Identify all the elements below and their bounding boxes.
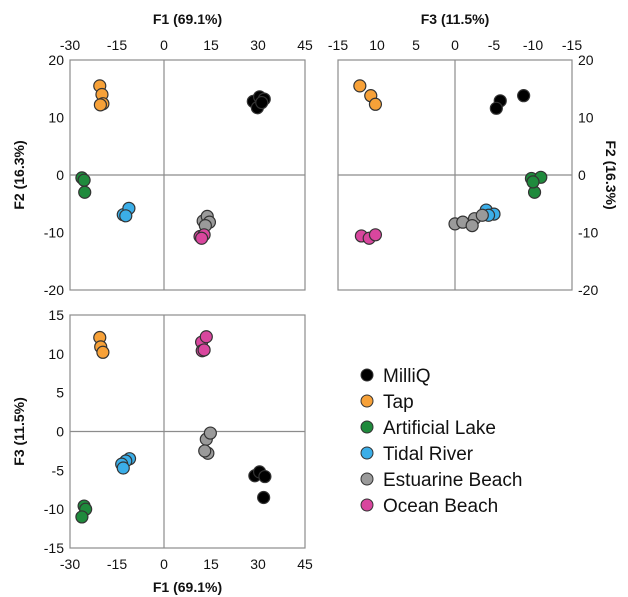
data-point-ocean-beach	[199, 330, 213, 344]
y-tick-label: 20	[578, 52, 594, 68]
legend-label-tidal-river: Tidal River	[383, 444, 474, 465]
x-tick-label: -15	[328, 37, 348, 53]
data-point-artificial-lake	[77, 173, 91, 187]
legend-label-estuarine-beach: Estuarine Beach	[383, 470, 522, 491]
series-artificial-lake	[75, 171, 92, 199]
x-axis-title: F3 (11.5%)	[421, 11, 489, 27]
data-point-tap	[93, 98, 107, 112]
y-tick-label: 0	[56, 424, 64, 440]
y-tick-label: -10	[578, 225, 598, 241]
y-tick-label: -15	[44, 540, 64, 556]
legend-label-milliq: MilliQ	[383, 366, 431, 387]
legend-marker-milliq	[360, 368, 374, 382]
x-tick-label: 10	[369, 37, 385, 53]
data-point-milliq	[257, 490, 271, 505]
legend-label-ocean-beach: Ocean Beach	[383, 496, 498, 517]
series-tap	[93, 330, 110, 359]
data-point-estuarine-beach	[465, 219, 479, 233]
y-tick-label: 15	[48, 307, 64, 323]
y-tick-label: 5	[56, 385, 64, 401]
x-tick-label: 0	[160, 556, 168, 572]
series-artificial-lake	[524, 170, 548, 199]
series-estuarine-beach	[198, 426, 217, 460]
data-point-artificial-lake	[526, 175, 540, 189]
data-point-estuarine-beach	[198, 444, 212, 458]
x-tick-label: 15	[203, 556, 219, 572]
y-tick-label: -20	[578, 282, 598, 298]
legend-marker-estuarine-beach	[360, 472, 374, 486]
x-tick-label: -15	[107, 37, 127, 53]
panel-f1-vs-f2: -30 -15 0 15 30 45 -20 -10 0 10 20 F1 (69.1%) F2 (16…	[11, 11, 313, 298]
legend-label-artificial-lake: Artificial Lake	[383, 418, 496, 439]
x-tick-label: 5	[412, 37, 420, 53]
data-point-artificial-lake	[78, 185, 92, 199]
y-axis-title: F3 (11.5%)	[11, 397, 27, 465]
x-tick-label: -15	[107, 556, 127, 572]
x-tick-label: 15	[203, 37, 219, 53]
data-point-tidal-river	[116, 461, 130, 475]
y-tick-label: 10	[578, 110, 594, 126]
y-tick-label: 10	[48, 110, 64, 126]
y-axis-title: F2 (16.3%)	[603, 140, 619, 209]
series-estuarine-beach	[196, 209, 217, 233]
y-tick-label: 10	[48, 346, 64, 362]
legend: MilliQ Tap Artificial Lake Tidal River Estua…	[360, 366, 522, 517]
data-point-estuarine-beach	[203, 426, 217, 440]
data-point-milliq	[255, 95, 269, 110]
series-tidal-river	[116, 201, 136, 223]
data-point-ocean-beach	[368, 228, 383, 242]
y-tick-label: -10	[44, 225, 64, 241]
x-tick-label: -10	[523, 37, 543, 53]
y-tick-label: 0	[578, 167, 586, 183]
data-point-ocean-beach	[195, 231, 209, 245]
data-point-ocean-beach	[197, 343, 211, 357]
series-ocean-beach	[354, 228, 383, 245]
data-point-tap	[96, 345, 110, 359]
legend-marker-artificial-lake	[360, 420, 374, 434]
y-tick-label: 0	[56, 167, 64, 183]
y-tick-label: -10	[44, 501, 64, 517]
series-estuarine-beach	[448, 208, 489, 233]
series-milliq	[489, 89, 531, 115]
x-tick-label: 45	[297, 556, 313, 572]
x-axis-title: F1 (69.1%)	[153, 579, 222, 595]
legend-marker-tidal-river	[360, 446, 374, 460]
y-axis-title: F2 (16.3%)	[11, 140, 27, 209]
series-milliq	[248, 465, 272, 505]
legend-marker-ocean-beach	[360, 498, 374, 512]
y-tick-label: -5	[52, 462, 65, 478]
legend-label-tap: Tap	[383, 392, 414, 413]
x-axis-title: F1 (69.1%)	[153, 11, 222, 27]
y-tick-label: -20	[44, 282, 64, 298]
x-tick-label: 0	[451, 37, 459, 53]
x-tick-label: 30	[250, 37, 266, 53]
data-point-milliq	[489, 101, 503, 115]
data-point-estuarine-beach	[475, 208, 489, 222]
data-point-tidal-river	[119, 209, 133, 223]
x-tick-label: -5	[488, 37, 501, 53]
series-tidal-river	[115, 452, 137, 475]
series-ocean-beach	[193, 228, 211, 245]
series-ocean-beach	[195, 330, 213, 358]
x-tick-label: 30	[250, 556, 266, 572]
x-tick-label: 0	[160, 37, 168, 53]
data-point-artificial-lake	[75, 510, 89, 524]
x-tick-label: -30	[60, 37, 80, 53]
data-point-milliq	[517, 89, 531, 103]
panel-f3-vs-f2: -15 10 5 0 -5 -10 -15 -20 -10 0 10 20 F3 (11.5%) F2 (…	[328, 11, 619, 298]
data-point-milliq	[258, 469, 272, 484]
series-milliq	[246, 90, 271, 115]
x-tick-label: -15	[562, 37, 582, 53]
series-artificial-lake	[75, 499, 93, 524]
x-tick-label: -30	[60, 556, 80, 572]
x-tick-label: 45	[297, 37, 313, 53]
data-point-tap	[368, 97, 383, 111]
series-tap	[353, 79, 383, 111]
data-point-tap	[353, 79, 367, 93]
series-tap	[93, 79, 110, 112]
y-tick-label: 20	[48, 52, 64, 68]
legend-marker-tap	[360, 394, 374, 408]
